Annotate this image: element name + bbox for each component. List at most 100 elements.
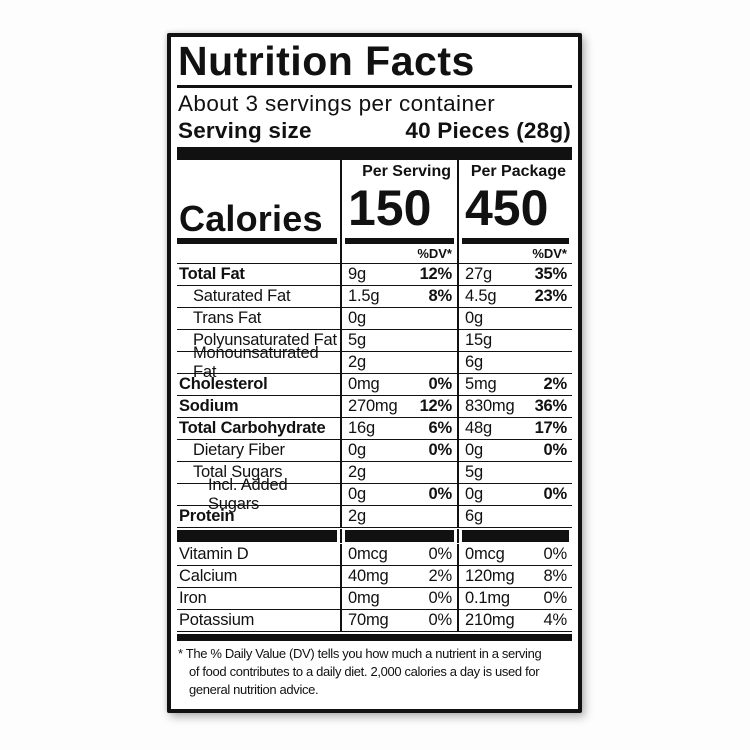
- nutrient-label: Cholesterol: [177, 374, 340, 396]
- amount-per-serving: 0mcg: [348, 545, 388, 563]
- dv-per-serving: 0%: [428, 545, 453, 563]
- amount-per-package: 0g: [465, 441, 483, 459]
- amount-per-package: 0.1mg: [465, 589, 510, 607]
- amount-per-serving: 0g: [348, 309, 366, 327]
- nutrient-label: Sodium: [177, 396, 340, 418]
- calories-label: Calories: [179, 198, 323, 239]
- serving-size-value: 40 Pieces (28g): [405, 118, 571, 143]
- table-row: Protein 2g 6g: [177, 506, 572, 528]
- bar-segment: [462, 530, 569, 542]
- calories-per-serving-cell: Per Serving 150: [340, 160, 457, 238]
- nutrition-facts-label: Nutrition Facts About 3 servings per con…: [167, 33, 582, 713]
- amount-per-serving: 2g: [348, 353, 366, 371]
- footnote: * The % Daily Value (DV) tells you how m…: [177, 641, 572, 699]
- amount-per-package: 15g: [465, 331, 492, 349]
- dv-per-package: 0%: [543, 485, 568, 503]
- dv-per-package: 0%: [543, 545, 568, 563]
- dv-per-serving: 0%: [428, 611, 453, 629]
- per-package-header: Per Package: [470, 163, 566, 180]
- amount-per-package: 0g: [465, 485, 483, 503]
- dv-per-serving: 6%: [428, 419, 453, 437]
- nutrient-label: Total Carbohydrate: [177, 418, 340, 440]
- amount-per-package: 48g: [465, 419, 492, 437]
- nutrient-label: Monounsaturated Fat: [177, 344, 340, 381]
- serving-size-label: Serving size: [178, 118, 312, 143]
- footnote-line: of food contributes to a daily diet. 2,0…: [189, 664, 540, 679]
- footnote-line: * The % Daily Value (DV) tells you how m…: [178, 646, 542, 661]
- dv-per-serving: 12%: [419, 397, 453, 415]
- dv-header-package: %DV*: [457, 244, 572, 264]
- table-row: Saturated Fat 1.5g 8% 4.5g 23%: [177, 286, 572, 308]
- nutrient-label: Incl. Added Sugars: [177, 476, 340, 513]
- table-row: Polyunsaturated Fat 5g 15g: [177, 330, 572, 352]
- amount-per-serving: 270mg: [348, 397, 398, 415]
- vitamins-separator-bar: [177, 529, 572, 543]
- bar-segment: [177, 530, 337, 542]
- amount-per-package: 0g: [465, 309, 483, 327]
- per-serving-header: Per Serving: [362, 163, 451, 180]
- amount-per-serving: 0mg: [348, 589, 380, 607]
- vitamin-row: Iron 0mg 0% 0.1mg 0%: [177, 588, 572, 610]
- dv-per-package: 2%: [543, 375, 568, 393]
- bar-segment: [345, 530, 454, 542]
- bar-segment: [177, 238, 337, 244]
- dv-per-package: 36%: [534, 397, 568, 415]
- amount-per-package: 120mg: [465, 567, 515, 585]
- amount-per-serving: 2g: [348, 507, 366, 525]
- dv-per-package: 23%: [534, 287, 568, 305]
- table-row: Trans Fat 0g 0g: [177, 308, 572, 330]
- table-row: Monounsaturated Fat 2g 6g: [177, 344, 572, 381]
- dv-header-row: %DV* %DV*: [177, 244, 572, 264]
- nutrient-label: Dietary Fiber: [177, 440, 340, 462]
- calories-per-package-value: 450: [465, 180, 549, 236]
- label-title: Nutrition Facts: [177, 37, 572, 88]
- vitamin-label: Iron: [177, 588, 340, 610]
- calories-underline-bar: [177, 238, 572, 244]
- amount-per-serving: 5g: [348, 331, 366, 349]
- table-row: Total Sugars 2g 5g: [177, 462, 572, 484]
- amount-per-package: 6g: [465, 353, 483, 371]
- table-row: Total Carbohydrate 16g 6% 48g 17%: [177, 418, 572, 440]
- table-row: Dietary Fiber 0g 0% 0g 0%: [177, 440, 572, 462]
- dv-header-serving: %DV*: [340, 244, 457, 264]
- dv-per-serving: 2%: [428, 567, 453, 585]
- nutrient-label: Total Fat: [177, 264, 340, 286]
- nutrient-label: Trans Fat: [177, 308, 340, 330]
- amount-per-package: 0mcg: [465, 545, 505, 563]
- nutrient-label: Total Sugars: [177, 462, 340, 484]
- dv-per-serving: 0%: [428, 441, 453, 459]
- amount-per-serving: 16g: [348, 419, 375, 437]
- amount-per-package: 6g: [465, 507, 483, 525]
- dv-per-serving: 0%: [428, 375, 453, 393]
- vitamin-label: Potassium: [177, 610, 340, 632]
- dv-per-package: 4%: [543, 611, 568, 629]
- vitamin-label: Calcium: [177, 566, 340, 588]
- dv-per-package: 0%: [543, 441, 568, 459]
- amount-per-package: 5g: [465, 463, 483, 481]
- bar-segment: [462, 238, 569, 244]
- amount-per-package: 27g: [465, 265, 492, 283]
- bar-segment: [345, 238, 454, 244]
- dv-per-package: 35%: [534, 265, 568, 283]
- table-row: Total Fat 9g 12% 27g 35%: [177, 264, 572, 286]
- header-separator-bar: [177, 147, 572, 160]
- dv-per-serving: 0%: [428, 485, 453, 503]
- amount-per-serving: 0g: [348, 441, 366, 459]
- amount-per-serving: 9g: [348, 265, 366, 283]
- amount-per-serving: 0mg: [348, 375, 380, 393]
- vitamin-row: Calcium 40mg 2% 120mg 8%: [177, 566, 572, 588]
- footnote-separator-bar: [177, 634, 572, 641]
- dv-per-serving: 0%: [428, 589, 453, 607]
- amount-per-serving: 1.5g: [348, 287, 380, 305]
- calories-per-package-cell: Per Package 450: [457, 160, 572, 238]
- vitamin-row: Vitamin D 0mcg 0% 0mcg 0%: [177, 544, 572, 566]
- table-row: Cholesterol 0mg 0% 5mg 2%: [177, 374, 572, 396]
- calories-label-cell: Calories: [177, 160, 340, 238]
- amount-per-serving: 2g: [348, 463, 366, 481]
- nutrient-label: Protein: [177, 506, 340, 528]
- table-row: Sodium 270mg 12% 830mg 36%: [177, 396, 572, 418]
- dv-per-package: 8%: [543, 567, 568, 585]
- vitamin-row: Potassium 70mg 0% 210mg 4%: [177, 610, 572, 632]
- amount-per-package: 210mg: [465, 611, 515, 629]
